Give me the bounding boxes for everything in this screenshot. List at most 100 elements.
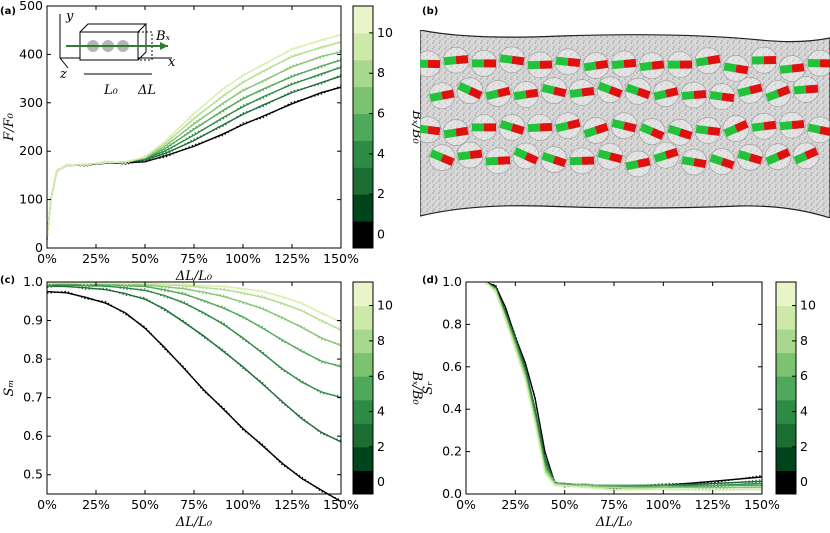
y-tick-label: 300 [19,95,43,110]
rod-green-half [625,83,640,96]
x-tick-label: 100% [225,497,261,512]
series-4-line [485,281,763,487]
series-0-line [46,290,342,503]
y-axis-label: F/F₀ [2,112,17,141]
x-tick-label: 125% [274,251,310,266]
rod-red-half [791,63,805,73]
y-tick-label: 400 [19,46,43,61]
rod-red-half [510,123,525,135]
particle-rod [765,148,791,166]
colorbar-label: Bₓ/B₀ [409,370,424,405]
particle-rod [807,58,830,68]
inset-x-label: x [168,55,176,70]
particle-rod [485,86,511,101]
inset-l0-label: L₀ [103,83,119,98]
particle-rod [751,120,777,132]
series-0-dotted [46,290,342,501]
rod-red-half [763,120,777,131]
rod-green-half [429,91,443,102]
rod-green-half [569,88,583,99]
particle-rods [420,46,830,178]
colorbar-segment [353,399,373,424]
y-axis-label: Sₘ [2,380,17,397]
y-tick-label: 1.0 [442,274,462,289]
y-tick-label: 500 [19,0,43,13]
rod-red-half [581,156,595,165]
particle-rod [653,87,679,101]
colorbar-tick-label: 2 [800,439,808,454]
rod-green-half [751,122,765,132]
rod-green-half [597,81,612,94]
particle-rod [709,154,735,170]
particle-rod [611,58,637,70]
particle-rod [485,156,511,166]
colorbar-segment [353,32,373,61]
particle-rod [695,54,721,67]
chart-sm: 0% 25% 50% 75% 100% 125% 150% 0.5 0.6 0.7 0.8 0.9 1.… [2,274,424,530]
colorbar-segment [353,305,373,330]
rod-red-half [707,126,721,136]
rod-green-half [457,82,472,95]
rod-red-half [525,88,539,99]
colorbar-segment [353,221,373,249]
particle-rod [597,81,623,98]
y-tick-label: 0 [35,240,43,255]
particle-rod [667,60,693,69]
rod-red-half [678,128,693,140]
colorbar-segment [776,329,796,354]
rod-green-half [527,60,541,70]
rod-red-half [748,153,763,165]
colorbar-segment [776,399,796,424]
rod-green-half [653,151,668,163]
particle-rod [457,82,483,100]
rod-green-half [667,124,682,137]
y-tick-label: 0.6 [23,428,43,443]
colorbar-segment [353,470,373,495]
colorbar-segment [353,352,373,377]
rod-red-half [427,125,441,136]
particle-rod [471,123,497,132]
colorbar-tick-label: 4 [377,404,385,419]
rod-red-half [497,156,511,165]
rod-green-half [639,123,654,136]
rod-red-half [665,87,679,98]
chart-force: 0% 25% 50% 75% 100% 125% 150%0100200300400500Δ… [2,0,424,284]
rod-green-half [807,123,821,134]
colorbar-segment [776,423,796,448]
rod-green-half [569,156,583,166]
rod-green-half [709,91,723,101]
rod-red-half [776,85,791,98]
rod-green-half [485,89,499,101]
particle-rod [765,85,791,102]
particle-rod [555,119,581,133]
colorbar-segment [353,446,373,471]
particle-rod [639,123,665,141]
rod-red-half [524,152,539,165]
inset-z-label: z [59,67,67,82]
rod-red-half [651,60,665,70]
rod-red-half [608,152,623,164]
rod-green-half [555,121,569,133]
field-arrow-head [160,42,168,50]
particle-rod [583,59,609,72]
colorbar-tick-label: 2 [377,186,385,201]
rod-red-half [720,157,735,170]
particle-rod [681,90,707,101]
x-tick-label: 50% [131,251,159,266]
y-tick-label: 0.7 [23,390,43,405]
rod-green-half [765,89,780,102]
chart-sr: 0% 25% 50% 75% 100% 125% 150% 0.0 0.2 0.4 0.6 0.8 1.… [421,274,816,530]
rod-red-half [469,149,483,160]
inset-y-label: y [65,9,74,24]
colorbar-segment [353,423,373,448]
panel-letter-a: (a) [0,6,16,17]
y-tick-label: 200 [19,143,43,158]
colorbar-segment [353,194,373,222]
series-11-line [485,281,762,491]
y-tick-label: 0.0 [442,486,462,501]
x-tick-label: 50% [131,497,159,512]
rod-red-half [734,120,749,133]
particle-rod [541,151,567,168]
rod-red-half [455,126,469,137]
colorbar-segment [776,305,796,330]
